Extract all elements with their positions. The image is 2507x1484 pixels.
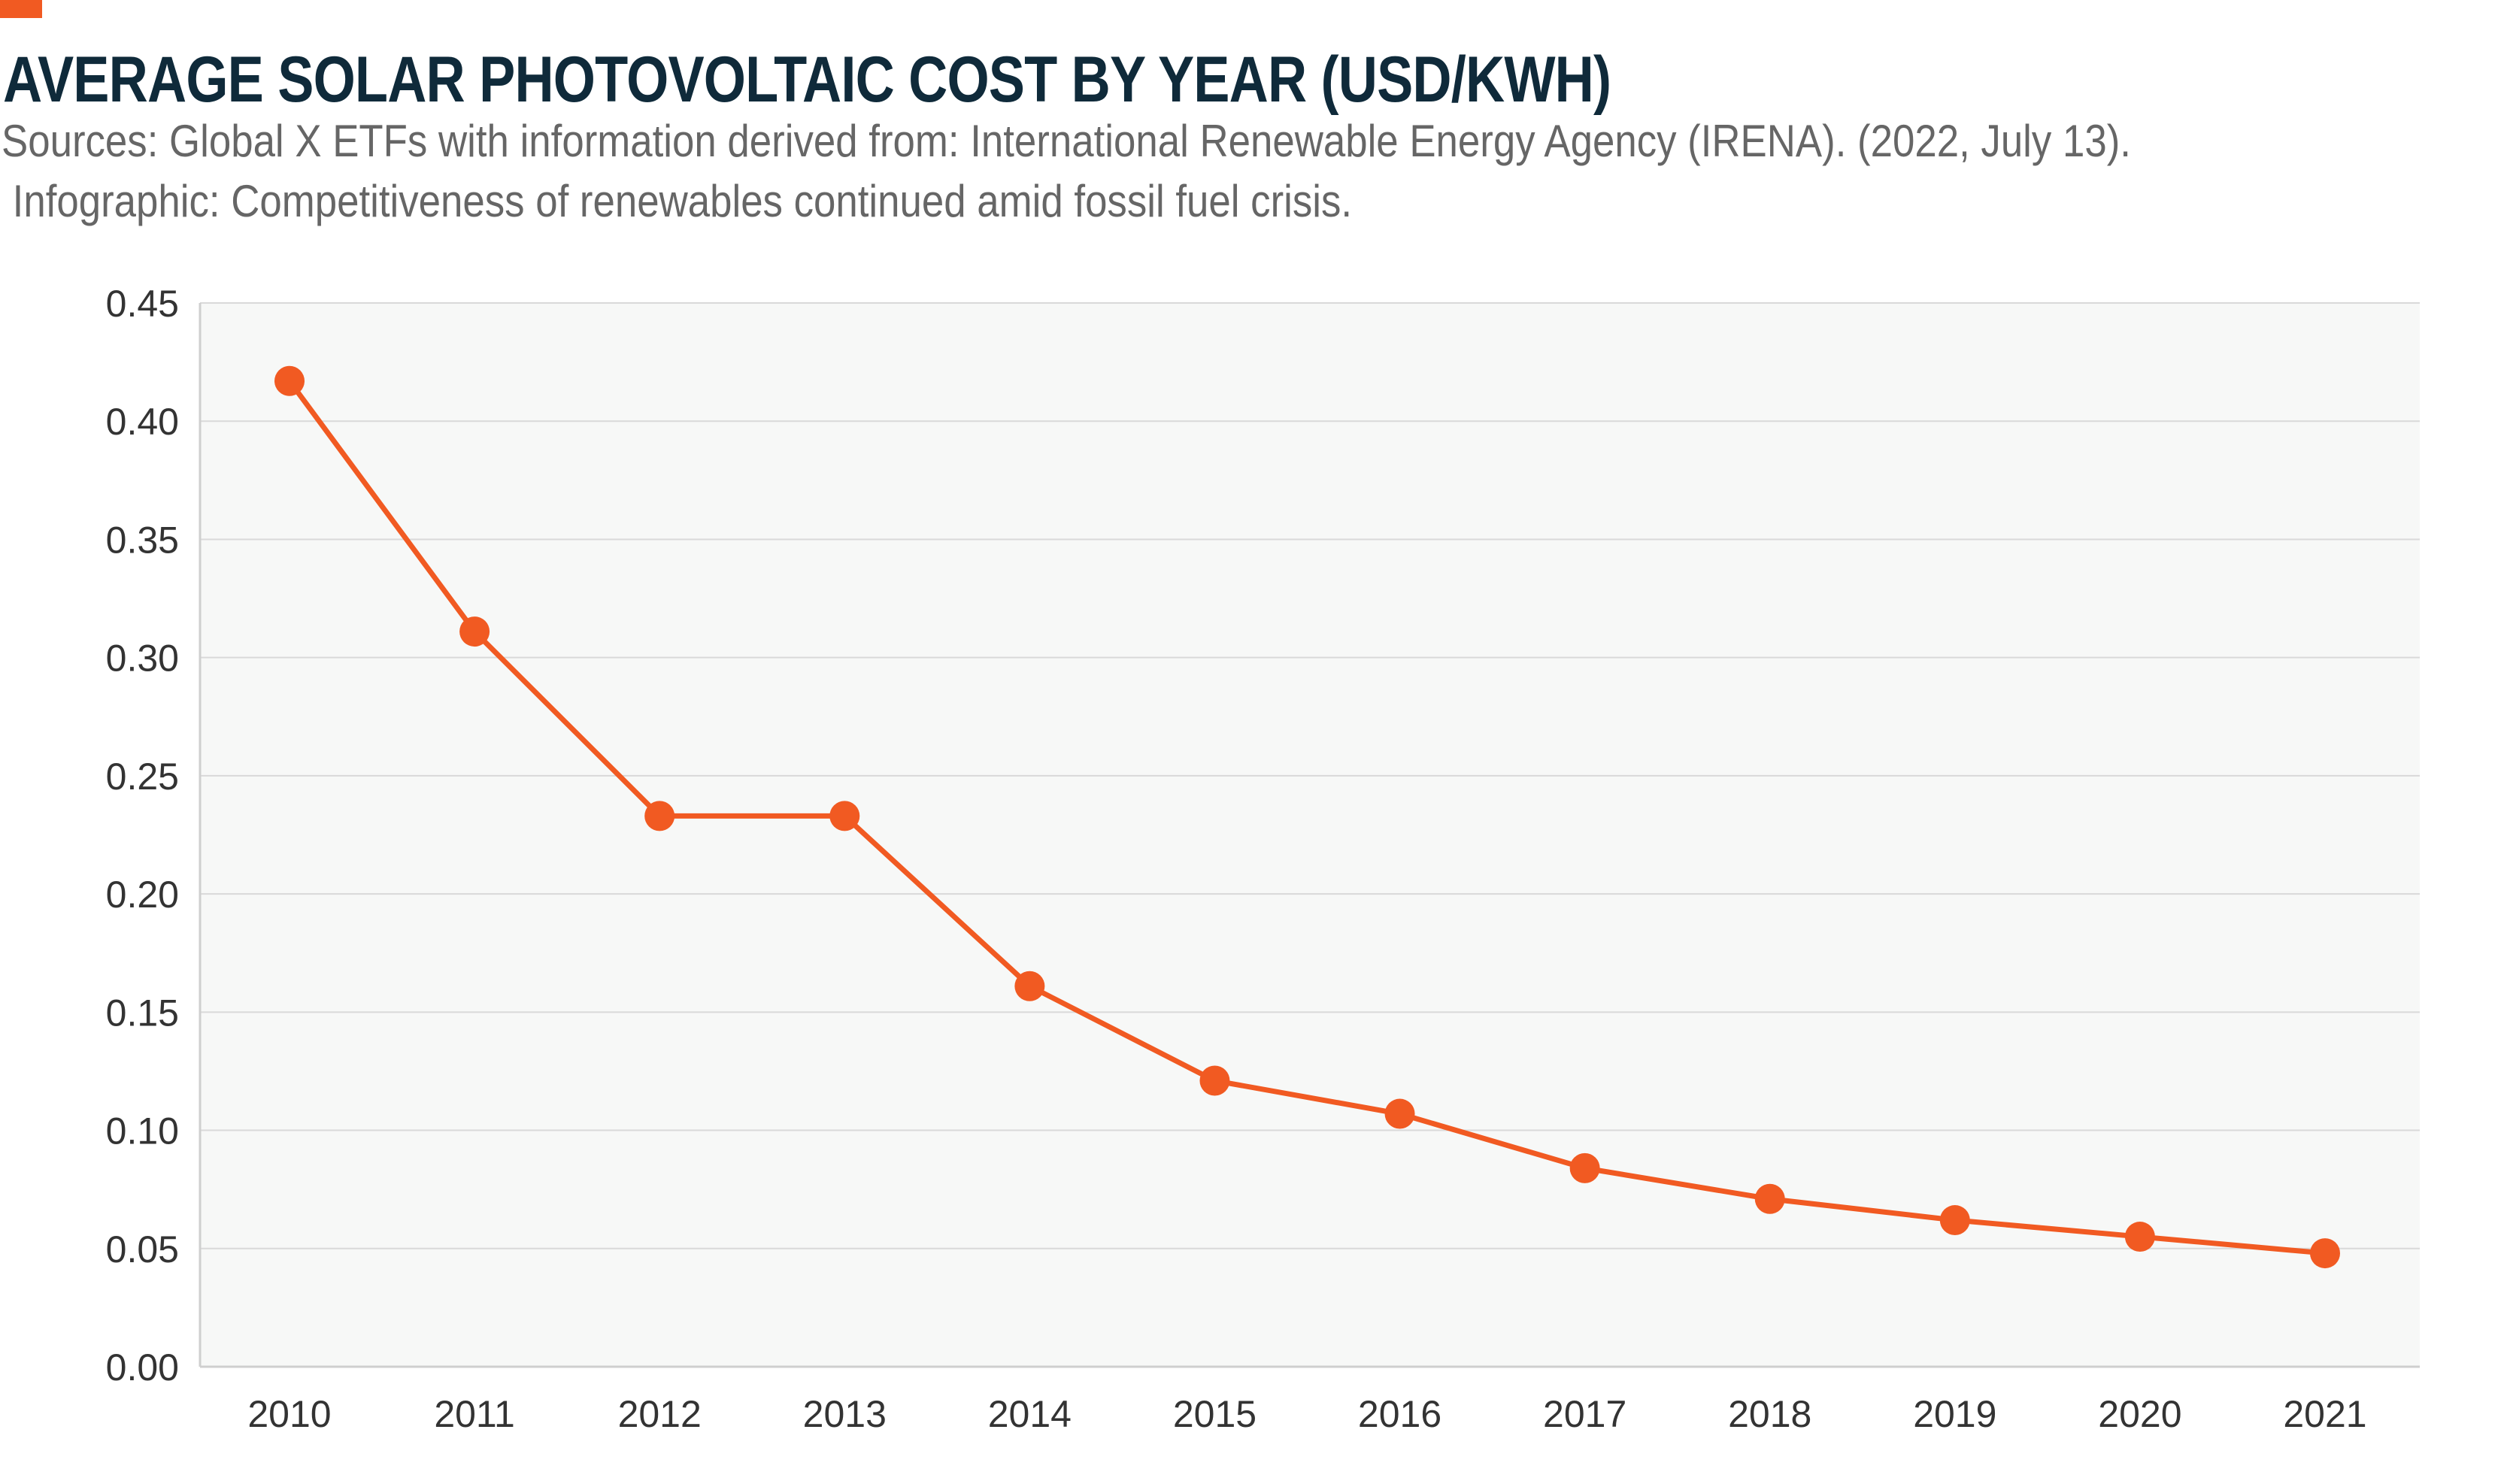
x-tick-label: 2021	[2283, 1393, 2366, 1435]
y-tick-label: 0.20	[106, 874, 179, 916]
data-point	[274, 365, 305, 396]
data-point	[644, 801, 675, 831]
y-tick-label: 0.25	[106, 756, 179, 798]
x-tick-label: 2013	[803, 1393, 887, 1435]
data-point	[1384, 1098, 1415, 1129]
data-point	[1939, 1205, 1970, 1236]
accent-bar	[0, 0, 42, 18]
chart-source: Sources: Global X ETFs with information …	[2, 111, 2131, 232]
source-line-1: Sources: Global X ETFs with information …	[2, 116, 2131, 166]
axes	[199, 303, 2420, 1368]
series-line	[286, 378, 2328, 1256]
x-axis-ticks: 2010 2011 2012 2013 2014 2015 2016 2017 2018 2019…	[247, 1393, 2366, 1435]
x-tick-label: 2011	[434, 1393, 515, 1435]
y-tick-label: 0.30	[106, 638, 179, 680]
x-tick-label: 2012	[618, 1393, 702, 1435]
x-tick-label: 2017	[1543, 1393, 1626, 1435]
gridlines	[200, 302, 2420, 1249]
y-tick-label: 0.15	[106, 992, 179, 1034]
y-tick-label: 0.05	[106, 1228, 179, 1270]
x-tick-label: 2015	[1173, 1393, 1257, 1435]
y-tick-label: 0.45	[106, 283, 179, 325]
y-tick-label: 0.10	[106, 1110, 179, 1152]
data-point	[459, 616, 490, 647]
x-tick-label: 2010	[247, 1393, 331, 1435]
plot-background	[200, 303, 2420, 1367]
x-tick-label: 2014	[988, 1393, 1072, 1435]
data-point	[829, 801, 860, 831]
data-point	[1199, 1065, 1230, 1096]
data-point	[2124, 1222, 2155, 1252]
source-line-2: Infographic: Competitiveness of renewabl…	[2, 176, 1353, 226]
x-tick-label: 2016	[1358, 1393, 1441, 1435]
y-axis-ticks: 0.00 0.05 0.10 0.15 0.20 0.25 0.30 0.35 0.40 0.45	[106, 283, 179, 1389]
chart-title: AVERAGE SOLAR PHOTOVOLTAIC COST BY YEAR …	[3, 44, 1611, 116]
data-point	[1569, 1152, 1600, 1183]
y-tick-label: 0.00	[106, 1346, 179, 1389]
x-tick-label: 2019	[1913, 1393, 1996, 1435]
data-point	[2310, 1238, 2340, 1269]
y-tick-label: 0.35	[106, 519, 179, 561]
data-point	[1754, 1183, 1785, 1214]
series-group	[274, 365, 2340, 1269]
x-tick-label: 2018	[1728, 1393, 1811, 1435]
data-point	[1014, 971, 1045, 1001]
x-tick-label: 2020	[2098, 1393, 2181, 1435]
y-tick-label: 0.40	[106, 401, 179, 443]
